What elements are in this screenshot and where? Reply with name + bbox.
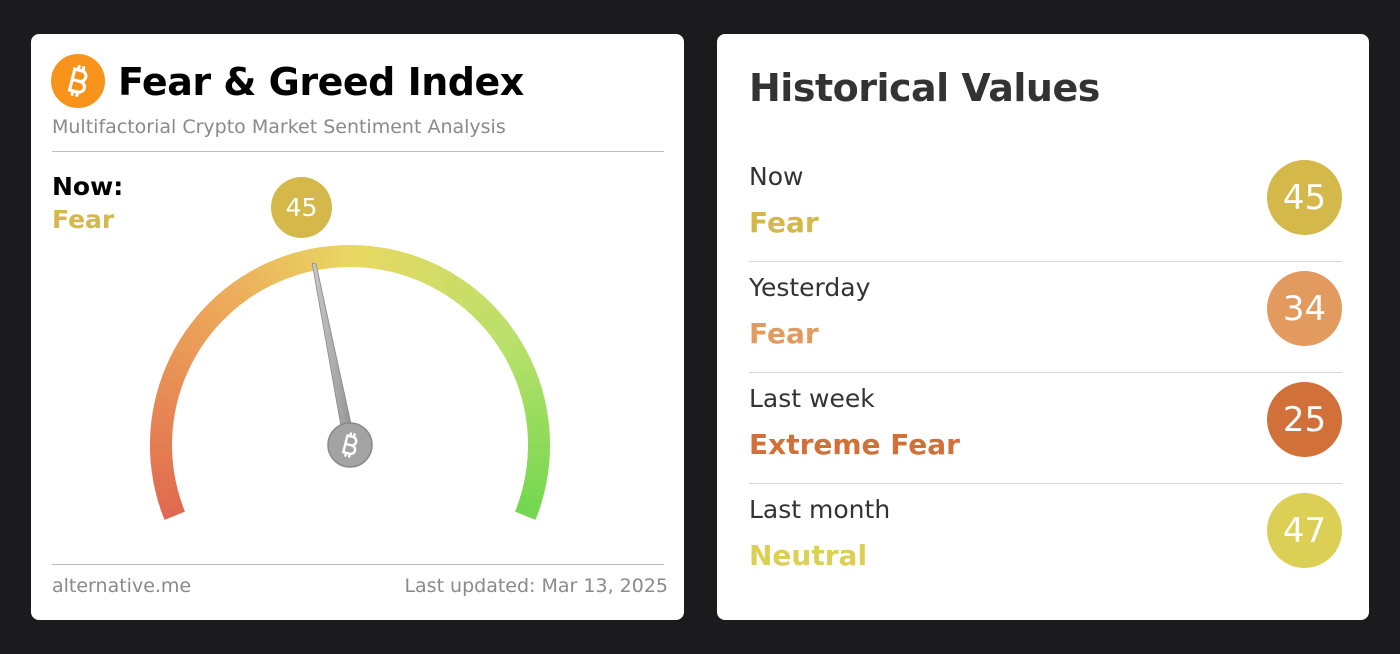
value-text: 45 (285, 193, 318, 222)
bitcoin-glyph (67, 64, 88, 98)
needle (311, 262, 357, 447)
value-badge: 25 (1267, 382, 1342, 457)
row-classification: Neutral (749, 539, 868, 572)
value-text: 25 (1282, 399, 1327, 440)
row-classification: Fear (749, 317, 819, 350)
history-title: Historical Values (749, 66, 1100, 110)
gauge-graphic (51, 54, 550, 520)
now-label: Now: (52, 172, 124, 201)
row-label: Yesterday (749, 273, 871, 302)
value-badge: 45 (1267, 160, 1342, 235)
row-label: Last week (749, 384, 875, 413)
value-badge: 45 (271, 177, 332, 238)
source: alternative.me (52, 575, 192, 597)
divider (749, 261, 1342, 262)
gauge-card: Fear & Greed Index Multifactorial Crypto… (31, 34, 684, 620)
row-label: Now (749, 162, 804, 191)
divider (52, 151, 664, 152)
card-title: Fear & Greed Index (118, 60, 524, 104)
gauge-arc (515, 503, 539, 520)
bitcoin-icon (67, 64, 88, 98)
value-text: 34 (1282, 288, 1327, 329)
value-badge: 47 (1267, 493, 1342, 568)
row-classification: Extreme Fear (749, 428, 960, 461)
divider (749, 483, 1342, 484)
divider (749, 372, 1342, 373)
now-classification: Fear (52, 205, 115, 234)
history-card: Historical Values Now Fear 45 Yesterday Fear… (717, 34, 1369, 620)
value-text: 47 (1282, 510, 1327, 551)
bitcoin-glyph (341, 432, 358, 458)
card-subtitle: Multifactorial Crypto Market Sentiment A… (52, 116, 506, 138)
last-updated: Last updated: Mar 13, 2025 (404, 575, 668, 597)
value-text: 45 (1282, 177, 1327, 218)
value-badge: 34 (1267, 271, 1342, 346)
divider (52, 564, 664, 565)
row-label: Last month (749, 495, 891, 524)
row-classification: Fear (749, 206, 819, 239)
bitcoin-icon (341, 432, 358, 458)
